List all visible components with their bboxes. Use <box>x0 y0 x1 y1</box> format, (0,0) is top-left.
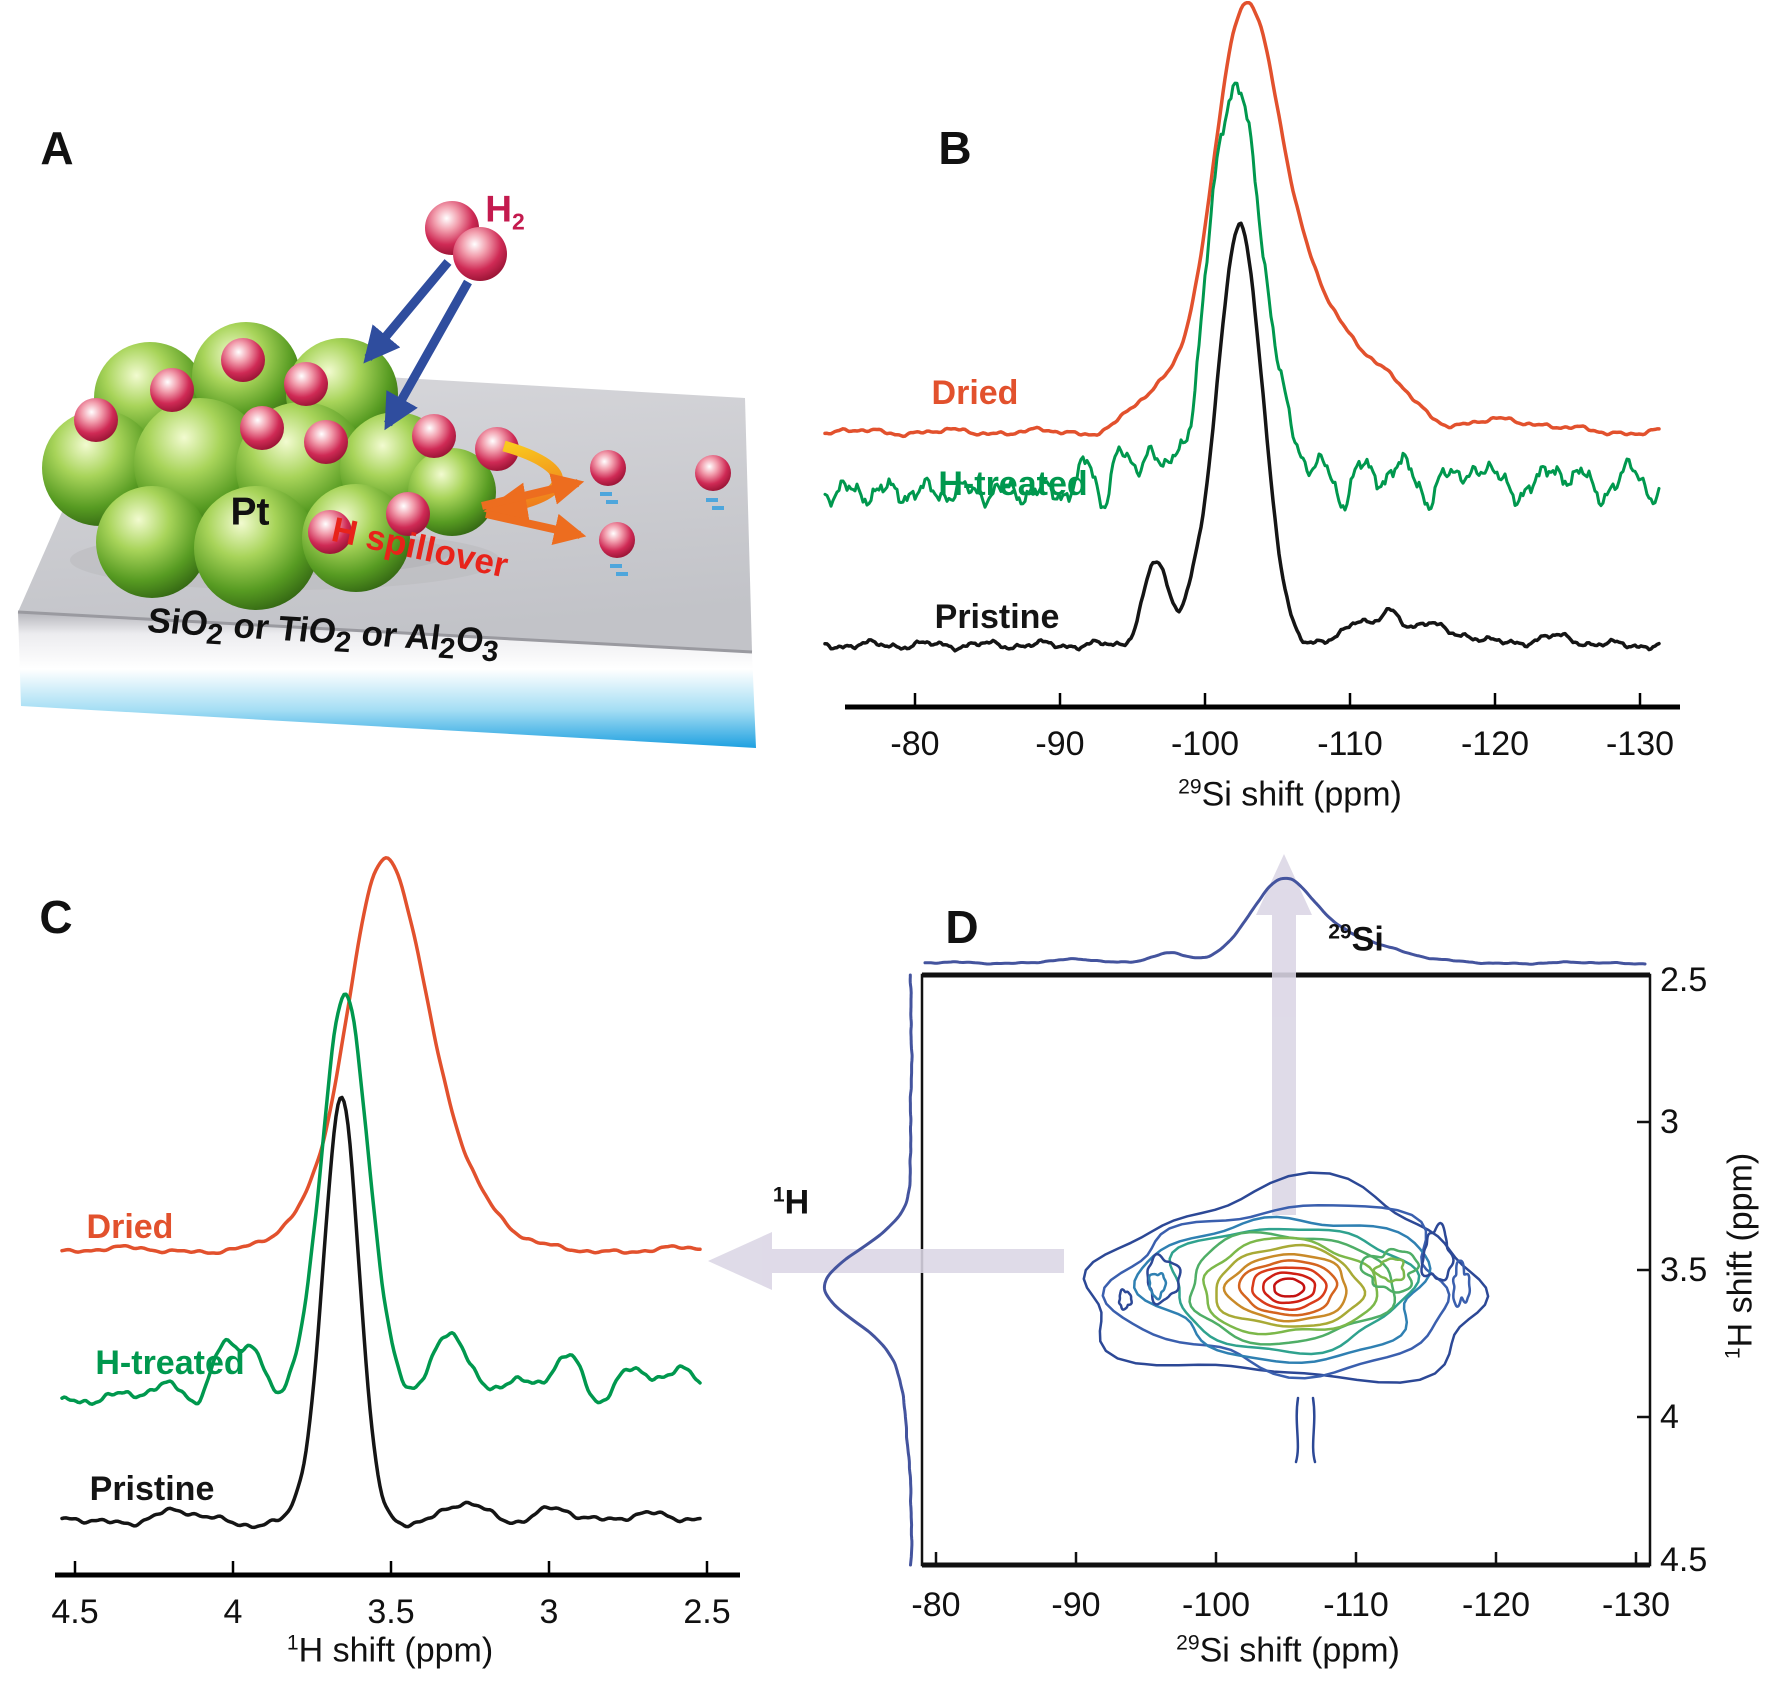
panel-d-projections <box>822 876 1647 1567</box>
spectrum-pristine <box>823 221 1661 653</box>
spectrum-h-treated <box>60 992 702 1406</box>
c-tick: 2.5 <box>683 1593 731 1631</box>
trace-label-htreated-c: H-treated <box>95 1344 245 1382</box>
contour-ring <box>1273 1277 1306 1298</box>
d-h-annotation: 1H <box>772 1183 810 1222</box>
b-tick: -100 <box>1170 725 1240 763</box>
panel-a-schematic <box>17 201 756 748</box>
b-axis-title: 29Si shift (ppm) <box>1178 775 1402 814</box>
d-y-tick: 3 <box>1660 1103 1679 1141</box>
contour-ring <box>1222 1252 1348 1323</box>
panel-c-label: C <box>39 891 73 943</box>
contour-ring <box>1082 1171 1490 1384</box>
contour-ring <box>1188 1230 1397 1346</box>
contour-ring <box>1237 1259 1339 1317</box>
panel-c-spectra <box>60 856 702 1530</box>
h-projection-arrow-body <box>768 1249 1064 1273</box>
d-x-tick: -100 <box>1181 1586 1251 1624</box>
d-x-tick: -80 <box>911 1586 961 1624</box>
c-tick: 4.5 <box>51 1593 99 1631</box>
h2-molecule <box>425 201 507 281</box>
b-tick: -110 <box>1317 725 1383 763</box>
c-tick: 4 <box>223 1593 243 1631</box>
c-tick: 3.5 <box>367 1593 415 1631</box>
spectrum-pristine <box>60 1095 702 1530</box>
contour-ring <box>1132 1215 1432 1365</box>
d-x-tick: -130 <box>1601 1586 1671 1624</box>
si-projection-arrow-head <box>1256 854 1312 915</box>
surface-site-marks <box>600 492 724 576</box>
si-projection-arrow-body <box>1272 912 1296 1215</box>
projection-arrows <box>708 854 1312 1290</box>
contour-ring <box>1262 1271 1317 1305</box>
contour-satellite <box>1147 1271 1168 1301</box>
panel-d-contours <box>1082 1171 1490 1464</box>
contour-satellite <box>1117 1288 1133 1311</box>
contour-satellite <box>1420 1221 1455 1282</box>
h2-label: H2 <box>485 188 525 235</box>
b-tick: -120 <box>1460 725 1530 763</box>
panel-b-spectra <box>823 0 1661 653</box>
support-front-edge <box>17 610 753 654</box>
trace-label-dried-b: Dried <box>931 374 1019 412</box>
panel-b-label: B <box>938 122 972 174</box>
pt-cluster <box>42 322 496 610</box>
c-tick: 3 <box>539 1593 559 1631</box>
d-x-tick: -110 <box>1323 1586 1389 1624</box>
trace-label-dried-c: Dried <box>86 1208 174 1246</box>
spectrum-h-treated <box>823 81 1661 512</box>
d-y-tick: 2.5 <box>1660 961 1708 999</box>
b-tick: -130 <box>1605 725 1675 763</box>
d-x-tick: -90 <box>1051 1586 1101 1624</box>
si-projection-trace <box>923 876 1647 966</box>
contour-tendril <box>1311 1396 1317 1464</box>
pt-label: Pt <box>230 490 270 534</box>
contour-ring <box>1215 1243 1367 1328</box>
b-tick: -80 <box>890 725 940 763</box>
d-y-tick: 3.5 <box>1660 1251 1708 1289</box>
spillover-fork-arrows <box>481 473 587 546</box>
d-x-axis-title: 29Si shift (ppm) <box>1176 1631 1400 1670</box>
hydrogen-atoms-on-surface <box>590 450 731 558</box>
spectrum-dried <box>60 856 702 1255</box>
panel-a-label: A <box>40 122 74 174</box>
contour-satellite <box>1372 1257 1406 1283</box>
d-x-tick: -120 <box>1461 1586 1531 1624</box>
b-tick: -90 <box>1035 725 1085 763</box>
d-y-axis-title: 1H shift (ppm) <box>1721 1152 1760 1360</box>
contour-satellite <box>1359 1247 1421 1294</box>
panel-b-axis <box>845 693 1680 710</box>
contour-satellite <box>1451 1259 1472 1308</box>
spectrum-dried <box>823 0 1661 439</box>
hydrogen-atoms-on-cluster <box>74 338 519 554</box>
h2-dissociation-arrows <box>363 259 472 431</box>
trace-label-pristine-b: Pristine <box>934 598 1060 636</box>
trace-label-pristine-c: Pristine <box>89 1470 215 1508</box>
contour-ring <box>1202 1236 1379 1336</box>
contour-ring <box>1101 1203 1451 1380</box>
panel-c-axis <box>55 1561 740 1578</box>
h-projection-trace <box>822 973 914 1567</box>
panel-d-label: D <box>945 901 979 953</box>
h-projection-arrow-head <box>708 1232 772 1290</box>
trace-label-htreated-b: H-treated <box>938 465 1088 503</box>
c-axis-title: 1H shift (ppm) <box>286 1631 494 1670</box>
d-y-tick: 4.5 <box>1660 1541 1708 1579</box>
contour-ring <box>1251 1266 1328 1311</box>
d-si-annotation: 29Si <box>1328 920 1384 959</box>
contour-tendril <box>1294 1396 1300 1464</box>
support-front-face <box>18 612 756 748</box>
d-y-tick: 4 <box>1660 1398 1679 1436</box>
